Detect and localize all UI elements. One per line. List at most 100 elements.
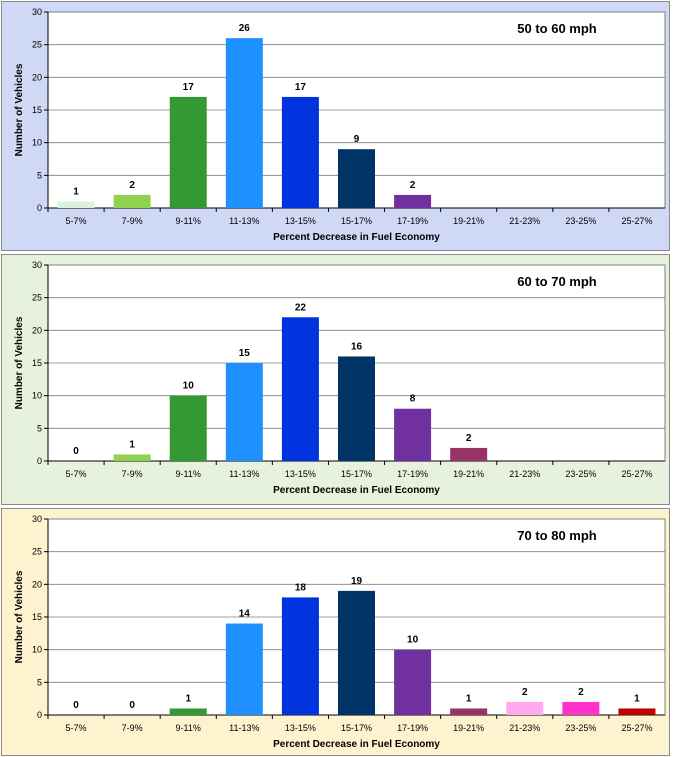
data-label: 2 <box>129 180 135 191</box>
y-tick-label: 20 <box>32 72 42 82</box>
y-tick-label: 30 <box>32 514 42 524</box>
x-tick-label: 11-13% <box>229 723 259 733</box>
x-tick-label: 21-23% <box>509 469 540 479</box>
y-tick-label: 10 <box>32 645 42 655</box>
data-label: 15 <box>239 348 251 359</box>
x-tick-label: 23-25% <box>565 216 596 226</box>
bar <box>562 701 600 715</box>
chart-title: 50 to 60 mph <box>517 21 597 36</box>
x-axis-title: Percent Decrease in Fuel Economy <box>273 232 440 243</box>
y-tick-label: 15 <box>32 358 42 368</box>
bar <box>225 38 263 209</box>
y-axis-title: Number of Vehicles <box>14 570 25 663</box>
data-label: 22 <box>295 302 307 313</box>
y-tick-label: 0 <box>37 203 42 213</box>
data-label: 2 <box>578 687 584 698</box>
bar <box>506 701 544 715</box>
x-tick-label: 9-11% <box>176 723 201 733</box>
chart-title: 60 to 70 mph <box>517 274 597 289</box>
bar <box>169 708 207 715</box>
bar <box>225 363 263 461</box>
bar <box>394 408 432 461</box>
chart-60-70: 0 5 10 15 20 25 30 5-7% 0 7-9% 1 9-11% 10 11-13% 15 13-… <box>2 255 669 504</box>
bar <box>281 317 319 461</box>
bar <box>394 194 432 208</box>
bar <box>113 194 151 208</box>
data-label: 1 <box>185 693 191 704</box>
bar <box>450 708 488 715</box>
x-tick-label: 25-27% <box>621 469 652 479</box>
x-tick-label: 15-17% <box>341 216 372 226</box>
y-tick-label: 25 <box>32 40 42 50</box>
data-label: 0 <box>73 700 79 711</box>
y-tick-label: 25 <box>32 547 42 557</box>
x-tick-label: 13-15% <box>285 216 316 226</box>
y-tick-label: 15 <box>32 612 42 622</box>
bar <box>394 649 432 715</box>
data-label: 26 <box>239 23 251 34</box>
y-axis-title: Number of Vehicles <box>14 63 25 156</box>
data-label: 1 <box>73 186 79 197</box>
x-tick-label: 9-11% <box>176 469 201 479</box>
x-tick-label: 5-7% <box>66 216 87 226</box>
chart-50-60: 0 5 10 15 20 25 30 5-7% 1 7-9% 2 9-11% 17 11-13% 26 13-… <box>2 2 669 250</box>
y-tick-label: 30 <box>32 7 42 17</box>
y-tick-label: 30 <box>32 260 42 270</box>
x-tick-label: 17-19% <box>397 469 428 479</box>
bar <box>338 590 375 715</box>
x-tick-label: 17-19% <box>397 216 428 226</box>
bar <box>169 395 207 461</box>
x-tick-label: 19-21% <box>453 469 484 479</box>
y-tick-label: 0 <box>37 456 42 466</box>
bar <box>618 708 656 715</box>
bar <box>338 149 375 208</box>
x-tick-label: 21-23% <box>509 723 540 733</box>
y-tick-label: 0 <box>37 710 42 720</box>
chart-panel-60-70: 0 5 10 15 20 25 30 5-7% 0 7-9% 1 9-11% 10 11-13% 15 13-… <box>1 254 670 505</box>
data-label: 0 <box>73 446 79 457</box>
y-tick-label: 5 <box>37 423 42 433</box>
data-label: 19 <box>351 576 363 587</box>
x-tick-label: 7-9% <box>122 469 143 479</box>
chart-panel-50-60: 0 5 10 15 20 25 30 5-7% 1 7-9% 2 9-11% 17 11-13% 26 13-… <box>1 1 670 251</box>
bar <box>281 96 319 208</box>
x-axis-title: Percent Decrease in Fuel Economy <box>273 739 440 750</box>
x-tick-label: 23-25% <box>565 723 596 733</box>
bar <box>169 96 207 208</box>
bar <box>225 623 263 715</box>
x-tick-label: 19-21% <box>453 723 484 733</box>
x-tick-label: 13-15% <box>285 723 316 733</box>
chart-panel-70-80: 0 5 10 15 20 25 30 5-7% 0 7-9% 0 9-11% 1 11-13% 14 13-1… <box>1 508 670 756</box>
x-tick-label: 23-25% <box>565 469 596 479</box>
bar <box>113 454 151 461</box>
x-tick-label: 7-9% <box>122 216 143 226</box>
y-tick-label: 20 <box>32 325 42 335</box>
data-label: 1 <box>466 693 472 704</box>
data-label: 0 <box>129 700 135 711</box>
x-tick-label: 9-11% <box>176 216 201 226</box>
x-tick-label: 7-9% <box>122 723 143 733</box>
x-tick-label: 5-7% <box>66 723 87 733</box>
y-tick-label: 10 <box>32 138 42 148</box>
x-tick-label: 11-13% <box>229 216 259 226</box>
x-tick-label: 25-27% <box>621 216 652 226</box>
bar <box>281 597 319 715</box>
x-tick-label: 13-15% <box>285 469 316 479</box>
data-label: 2 <box>410 180 416 191</box>
bar <box>450 447 488 461</box>
data-label: 17 <box>295 82 307 93</box>
bar <box>57 201 95 208</box>
x-axis-title: Percent Decrease in Fuel Economy <box>273 485 440 496</box>
y-tick-label: 5 <box>37 677 42 687</box>
x-tick-label: 19-21% <box>453 216 484 226</box>
chart-title: 70 to 80 mph <box>517 528 597 543</box>
data-label: 8 <box>410 394 416 405</box>
data-label: 10 <box>407 635 419 646</box>
x-tick-label: 15-17% <box>341 723 372 733</box>
x-tick-label: 17-19% <box>397 723 428 733</box>
data-label: 17 <box>183 82 195 93</box>
x-tick-label: 11-13% <box>229 469 259 479</box>
y-tick-label: 25 <box>32 293 42 303</box>
data-label: 14 <box>239 609 251 620</box>
data-label: 10 <box>183 381 195 392</box>
